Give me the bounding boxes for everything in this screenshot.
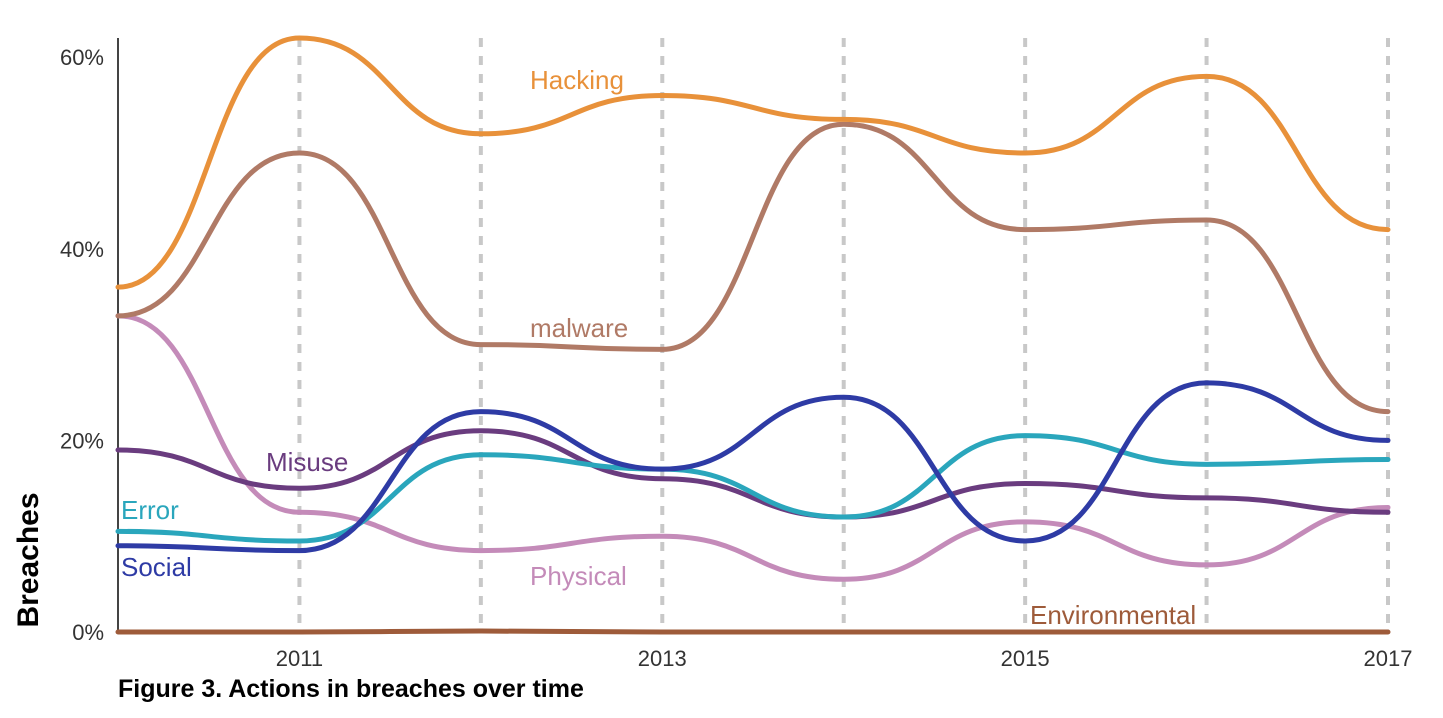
series-label-physical: Physical (530, 561, 627, 591)
series-line-environmental (115, 628, 1391, 635)
series-label-malware: malware (530, 313, 628, 343)
series-line-malware (115, 121, 1391, 415)
series-labels: Hacking malware Misuse Error Social Physical E… (121, 65, 1196, 630)
series-label-environmental: Environmental (1030, 600, 1196, 630)
axes (117, 38, 1388, 633)
vertical-gridlines (297, 38, 1390, 632)
series-line-physical (115, 313, 1391, 582)
series-line-misuse (115, 428, 1391, 520)
figure-caption: Figure 3. Actions in breaches over time (118, 675, 584, 703)
series-lines (115, 35, 1391, 635)
series-label-misuse: Misuse (266, 447, 348, 477)
x-tick-labels: 2011 2013 2015 2017 (276, 646, 1413, 671)
y-tick-label: 0% (72, 620, 104, 645)
y-tick-labels: 0% 20% 40% 60% (60, 45, 104, 645)
series-label-hacking: Hacking (530, 65, 624, 95)
series-line-hacking (115, 35, 1391, 290)
x-tick-label: 2013 (638, 646, 687, 671)
series-line-error (115, 433, 1391, 544)
series-line-social (115, 380, 1391, 554)
series-label-error: Error (121, 495, 179, 525)
y-tick-label: 40% (60, 237, 104, 262)
x-tick-label: 2011 (276, 646, 323, 671)
series-label-social: Social (121, 552, 192, 582)
x-tick-label: 2017 (1364, 646, 1413, 671)
y-tick-label: 20% (60, 428, 104, 453)
y-axis-label: Breaches (12, 492, 45, 627)
y-tick-label: 60% (60, 45, 104, 70)
x-tick-label: 2015 (1001, 646, 1050, 671)
